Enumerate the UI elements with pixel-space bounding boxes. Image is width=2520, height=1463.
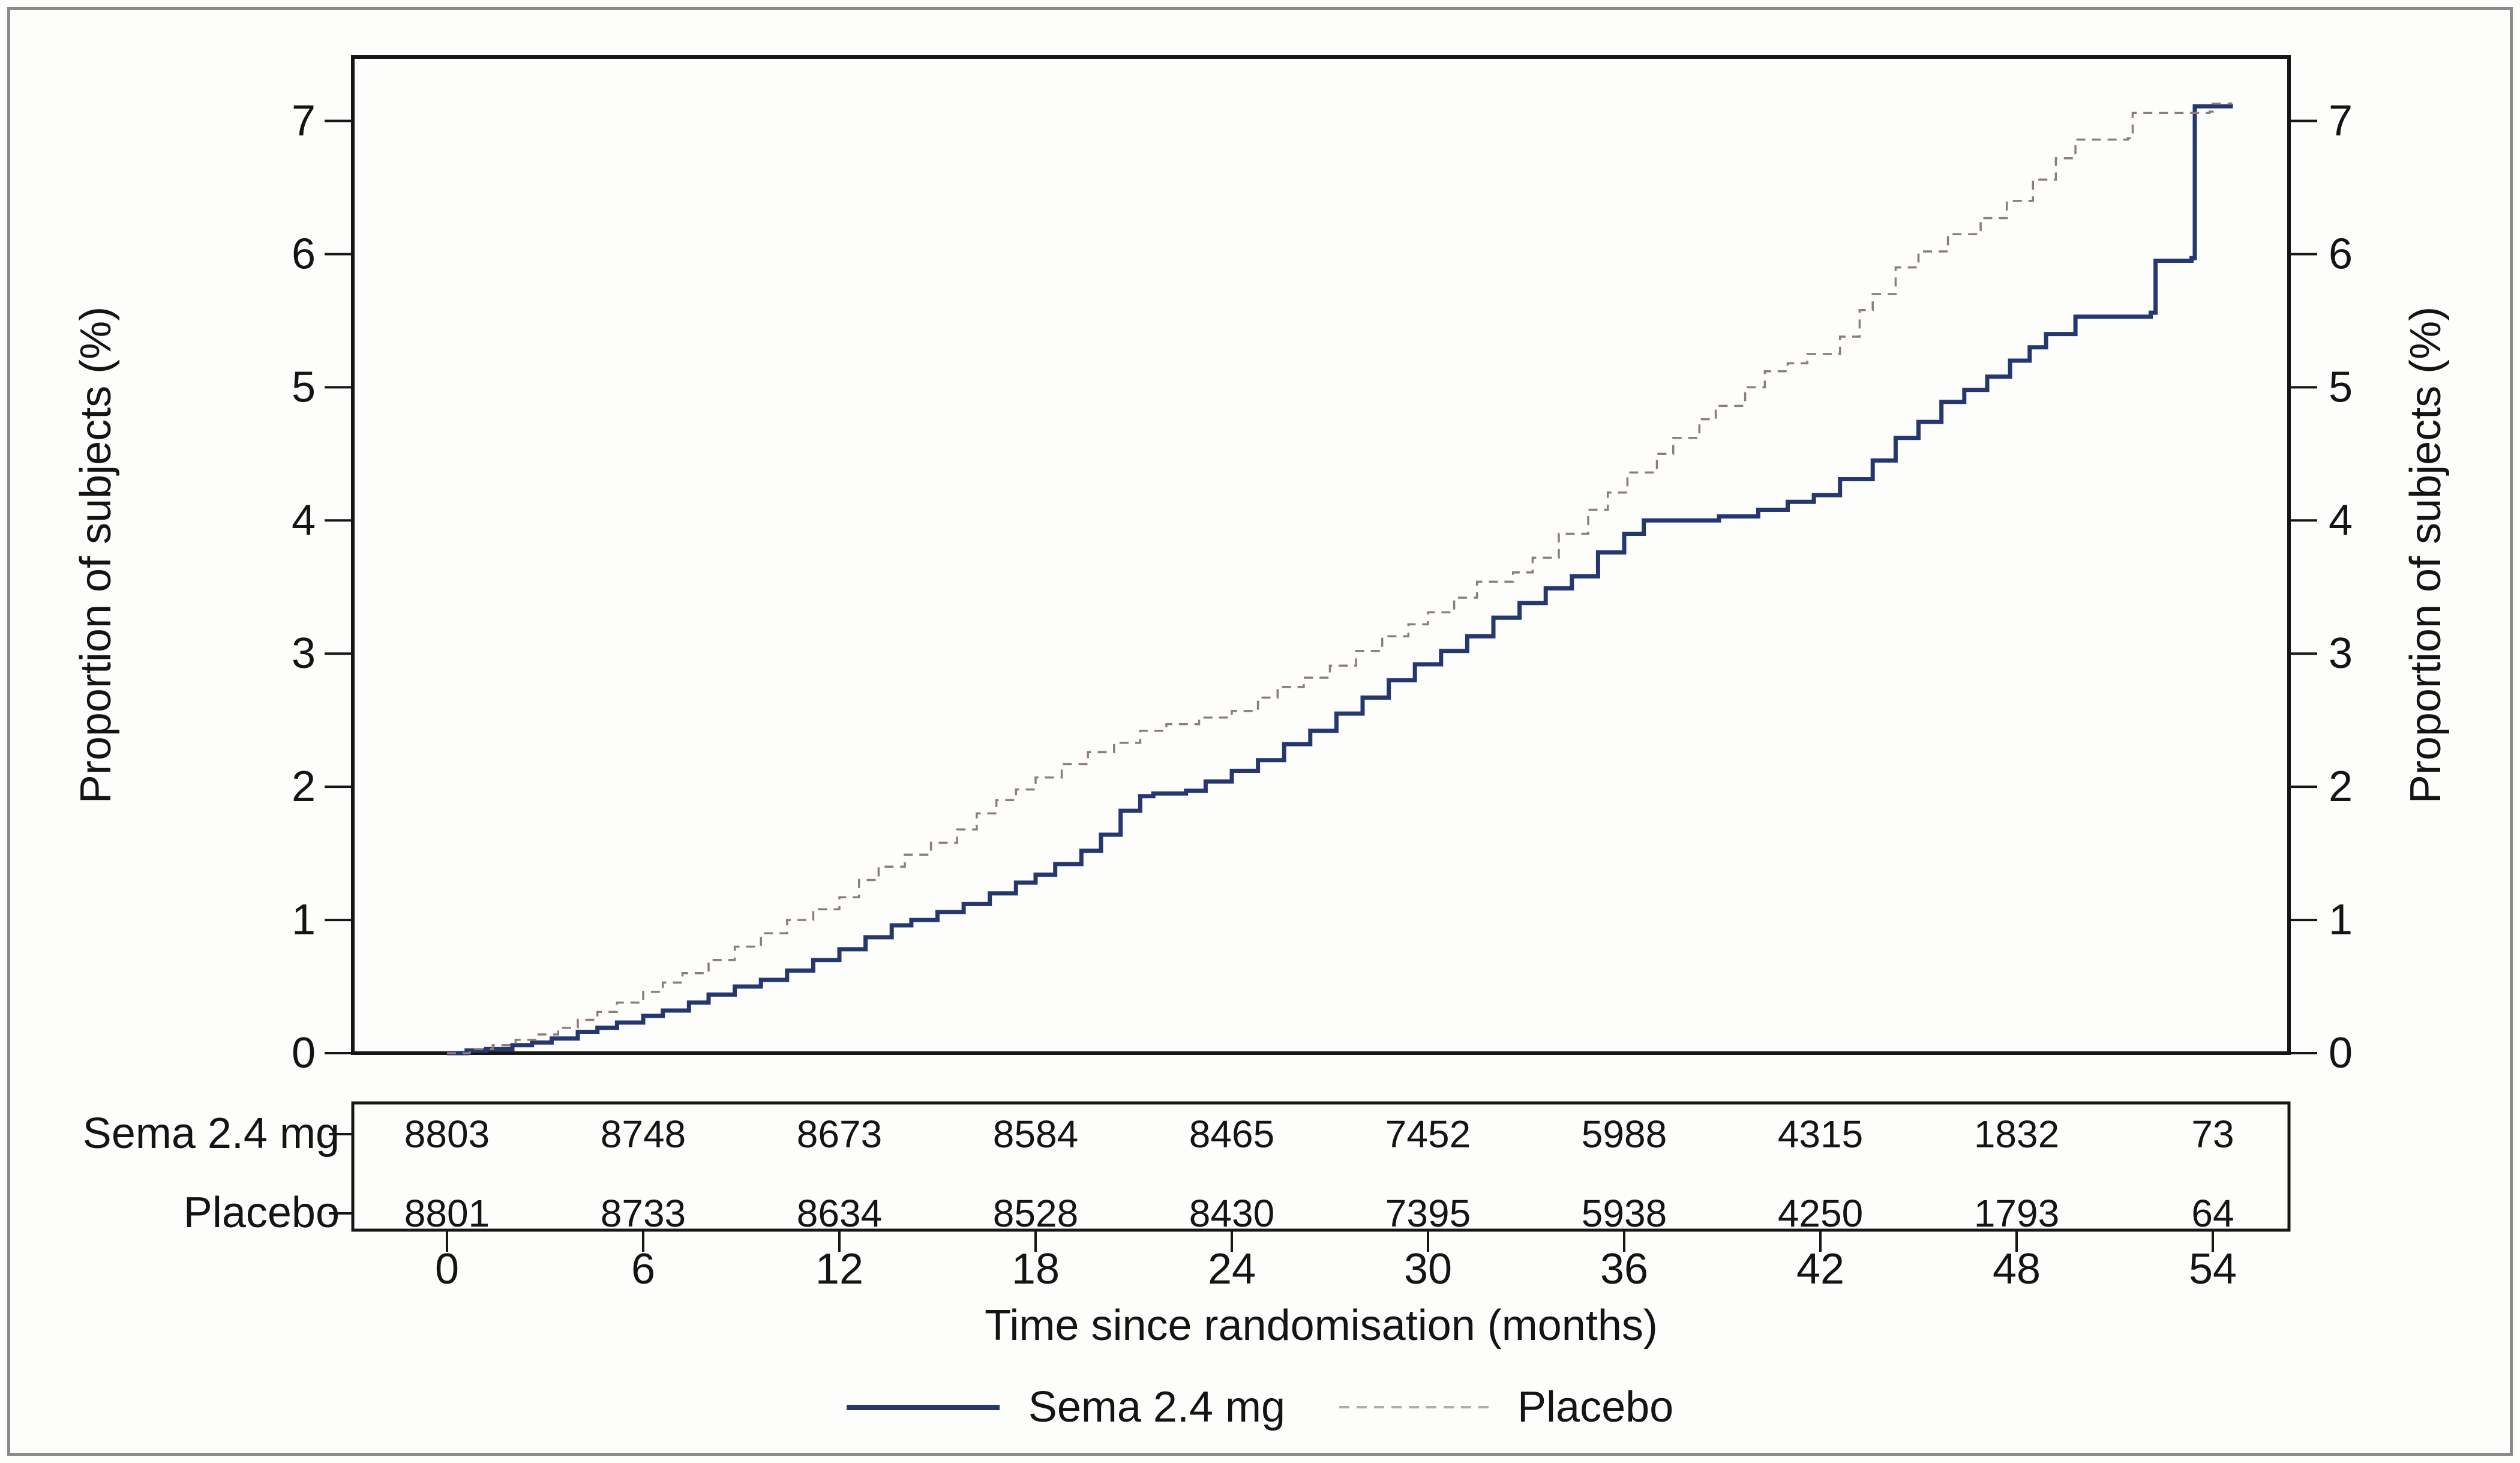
risk-row-label-placebo: Placebo xyxy=(183,1189,340,1237)
risk-count: 8801 xyxy=(404,1192,490,1235)
legend-label-sema: Sema 2.4 mg xyxy=(1028,1383,1285,1431)
y-tick-label-right: 7 xyxy=(2329,97,2353,145)
x-tick-label: 42 xyxy=(1796,1245,1844,1293)
y-tick-label-left: 2 xyxy=(292,763,316,811)
risk-count: 8803 xyxy=(404,1113,490,1156)
y-tick-label-right: 2 xyxy=(2329,763,2353,811)
risk-count: 8748 xyxy=(601,1113,686,1156)
y-tick-label-left: 4 xyxy=(292,496,316,544)
y-tick-label-right: 6 xyxy=(2329,230,2353,278)
y-tick-label-left: 1 xyxy=(292,896,316,944)
risk-count: 8634 xyxy=(797,1192,882,1235)
x-tick-label: 36 xyxy=(1600,1245,1648,1293)
legend-label-placebo: Placebo xyxy=(1517,1383,1674,1431)
risk-count: 7395 xyxy=(1385,1192,1471,1235)
risk-row-label-sema: Sema 2.4 mg xyxy=(82,1110,340,1158)
y-tick-label-left: 5 xyxy=(292,363,316,411)
legend: Sema 2.4 mg Placebo xyxy=(0,1380,2520,1434)
legend-solid-line-swatch xyxy=(846,1404,1000,1410)
x-tick-label: 18 xyxy=(1012,1245,1060,1293)
risk-count: 8528 xyxy=(993,1192,1078,1235)
risk-count: 8584 xyxy=(993,1113,1078,1156)
risk-count: 7452 xyxy=(1385,1113,1471,1156)
risk-count: 73 xyxy=(2191,1113,2234,1156)
risk-count: 64 xyxy=(2191,1192,2234,1235)
risk-count: 1793 xyxy=(1974,1192,2059,1235)
y-tick-label-right: 5 xyxy=(2329,363,2353,411)
risk-count: 5938 xyxy=(1582,1192,1667,1235)
risk-count: 8430 xyxy=(1189,1192,1274,1235)
x-tick-label: 12 xyxy=(815,1245,863,1293)
x-tick-label: 24 xyxy=(1208,1245,1256,1293)
risk-count: 8465 xyxy=(1189,1113,1274,1156)
y-tick-label-left: 7 xyxy=(292,97,316,145)
x-axis-title: Time since randomisation (months) xyxy=(985,1302,1658,1350)
x-tick-label: 30 xyxy=(1404,1245,1452,1293)
plot-frame xyxy=(351,55,2291,1055)
y-tick-label-right: 4 xyxy=(2329,496,2353,544)
y-axis-title-left: Proportion of subjects (%) xyxy=(72,306,120,804)
y-tick-label-left: 0 xyxy=(292,1029,316,1077)
x-tick-label: 54 xyxy=(2189,1245,2237,1293)
y-tick-label-right: 1 xyxy=(2329,896,2353,944)
sema-2-4-mg-curve xyxy=(447,103,2233,1056)
y-tick-label-right: 0 xyxy=(2329,1029,2353,1077)
y-tick-label-left: 3 xyxy=(292,629,316,677)
y-axis-title-right: Proportion of subjects (%) xyxy=(2402,306,2450,804)
risk-count: 4250 xyxy=(1778,1192,1863,1235)
risk-count: 8673 xyxy=(797,1113,882,1156)
placebo-curve xyxy=(447,102,2232,1054)
x-tick-label: 0 xyxy=(435,1245,459,1293)
x-tick-label: 48 xyxy=(1993,1245,2041,1293)
y-tick-label-right: 3 xyxy=(2329,629,2353,677)
y-tick-label-left: 6 xyxy=(292,230,316,278)
x-tick-label: 6 xyxy=(631,1245,655,1293)
risk-table-frame xyxy=(351,1101,2291,1232)
risk-count: 4315 xyxy=(1778,1113,1863,1156)
risk-count: 8733 xyxy=(601,1192,686,1235)
legend-dashed-line-swatch xyxy=(1339,1406,1492,1408)
risk-count: 1832 xyxy=(1974,1113,2059,1156)
risk-count: 5988 xyxy=(1582,1113,1667,1156)
